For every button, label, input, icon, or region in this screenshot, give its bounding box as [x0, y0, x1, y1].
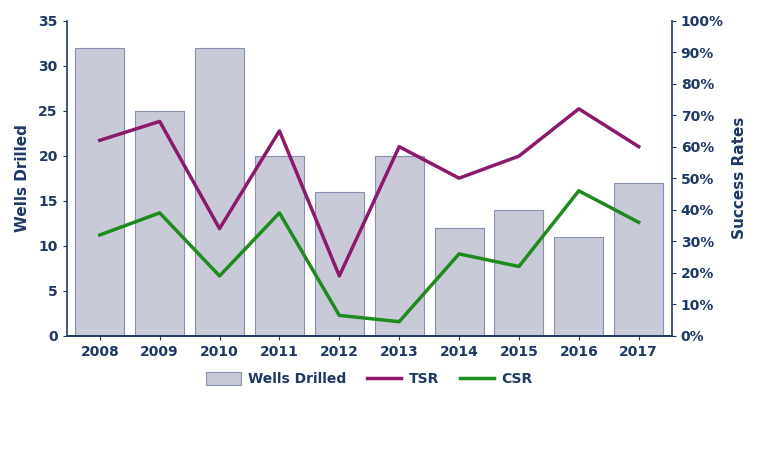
- Bar: [495, 210, 543, 336]
- Bar: [554, 237, 604, 336]
- Bar: [614, 183, 663, 336]
- Y-axis label: Success Rates: Success Rates: [732, 117, 747, 239]
- Bar: [375, 156, 424, 336]
- Bar: [255, 156, 304, 336]
- Bar: [434, 228, 484, 336]
- Y-axis label: Wells Drilled: Wells Drilled: [15, 124, 30, 232]
- Bar: [195, 48, 244, 336]
- Bar: [135, 110, 184, 336]
- Bar: [75, 48, 124, 336]
- Legend: Wells Drilled, TSR, CSR: Wells Drilled, TSR, CSR: [200, 367, 538, 392]
- Bar: [315, 192, 364, 336]
